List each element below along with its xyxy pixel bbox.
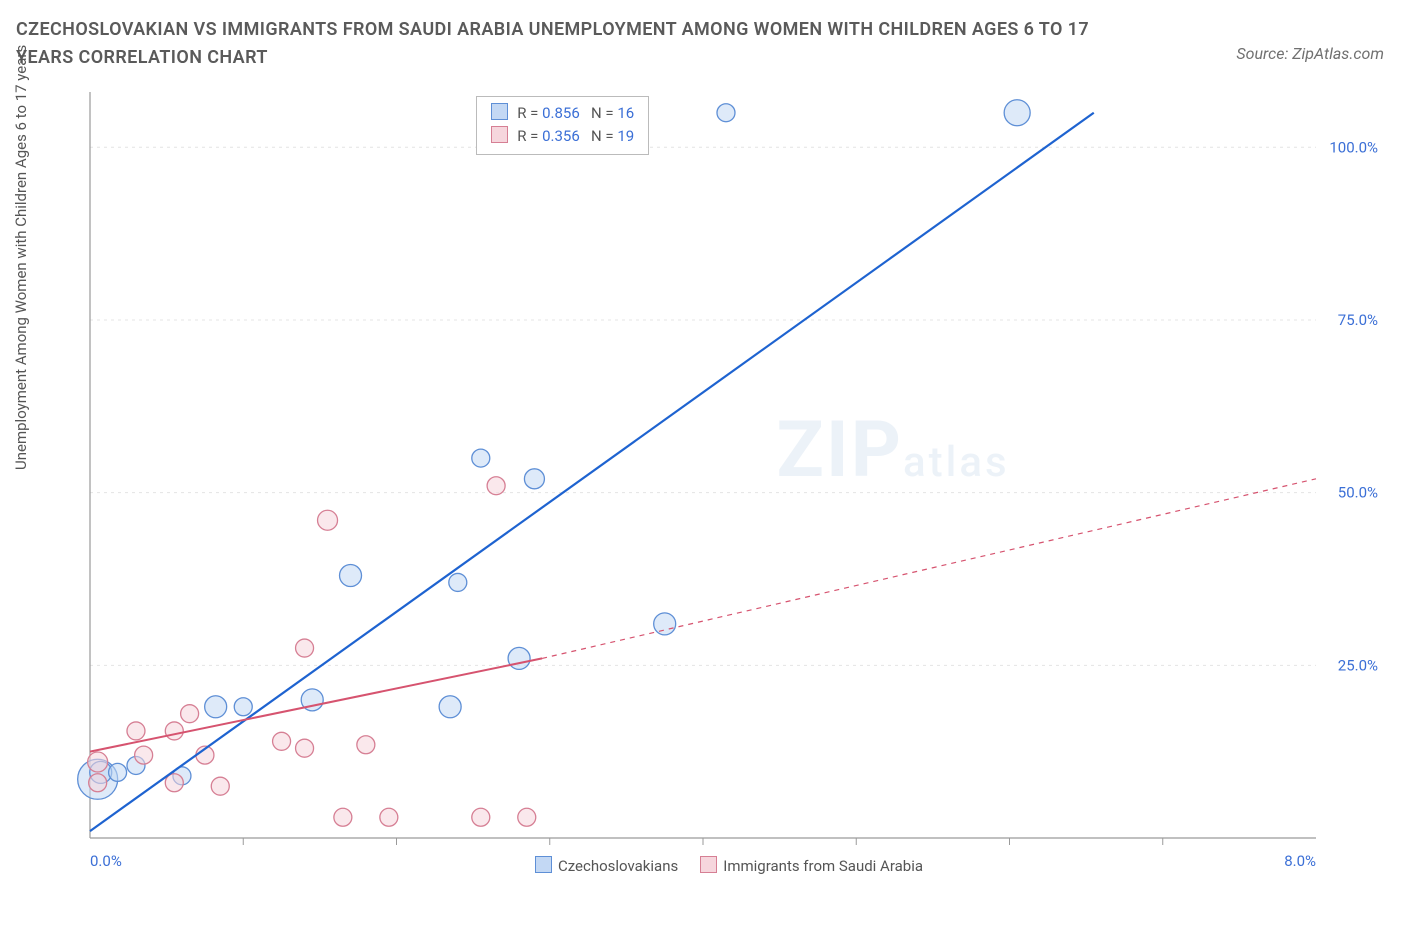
corr-N-value-sa: 19: [617, 127, 634, 145]
y-axis-label: Unemployment Among Women with Children A…: [12, 45, 30, 470]
plot-container: 0.0%8.0%25.0%50.0%75.0%100.0% ZIPatlas R…: [48, 92, 1388, 902]
corr-N-label: N =: [591, 127, 617, 145]
chart-title: CZECHOSLOVAKIAN VS IMMIGRANTS FROM SAUDI…: [16, 16, 1116, 72]
corr-swatch-sa: [491, 126, 508, 143]
legend-label: Czechoslovakians: [558, 857, 678, 875]
legend-label: Immigrants from Saudi Arabia: [723, 857, 923, 875]
corr-R-value-cz: 0.856: [542, 104, 580, 122]
corr-R-value-sa: 0.356: [542, 127, 580, 145]
svg-text:25.0%: 25.0%: [1338, 656, 1378, 674]
corr-swatch-cz: [491, 103, 508, 120]
corr-N-value-cz: 16: [617, 104, 634, 122]
legend-swatch: [700, 856, 717, 873]
corr-R-label: R =: [517, 104, 542, 122]
corr-N-label: N =: [591, 104, 617, 122]
source-label: Source: ZipAtlas.com: [1236, 44, 1384, 63]
svg-text:75.0%: 75.0%: [1338, 311, 1378, 329]
correlation-legend: R = 0.856 N = 16R = 0.356 N = 19: [476, 96, 649, 155]
corr-R-label: R =: [517, 127, 542, 145]
legend-swatch: [535, 856, 552, 873]
series-legend: Czechoslovakians Immigrants from Saudi Ar…: [48, 856, 1388, 898]
svg-text:100.0%: 100.0%: [1329, 138, 1378, 156]
corr-row-sa: R = 0.356 N = 19: [491, 125, 634, 148]
corr-row-cz: R = 0.856 N = 16: [491, 102, 634, 125]
chart-svg: 0.0%8.0%25.0%50.0%75.0%100.0%: [48, 92, 1388, 902]
svg-text:50.0%: 50.0%: [1338, 484, 1378, 502]
